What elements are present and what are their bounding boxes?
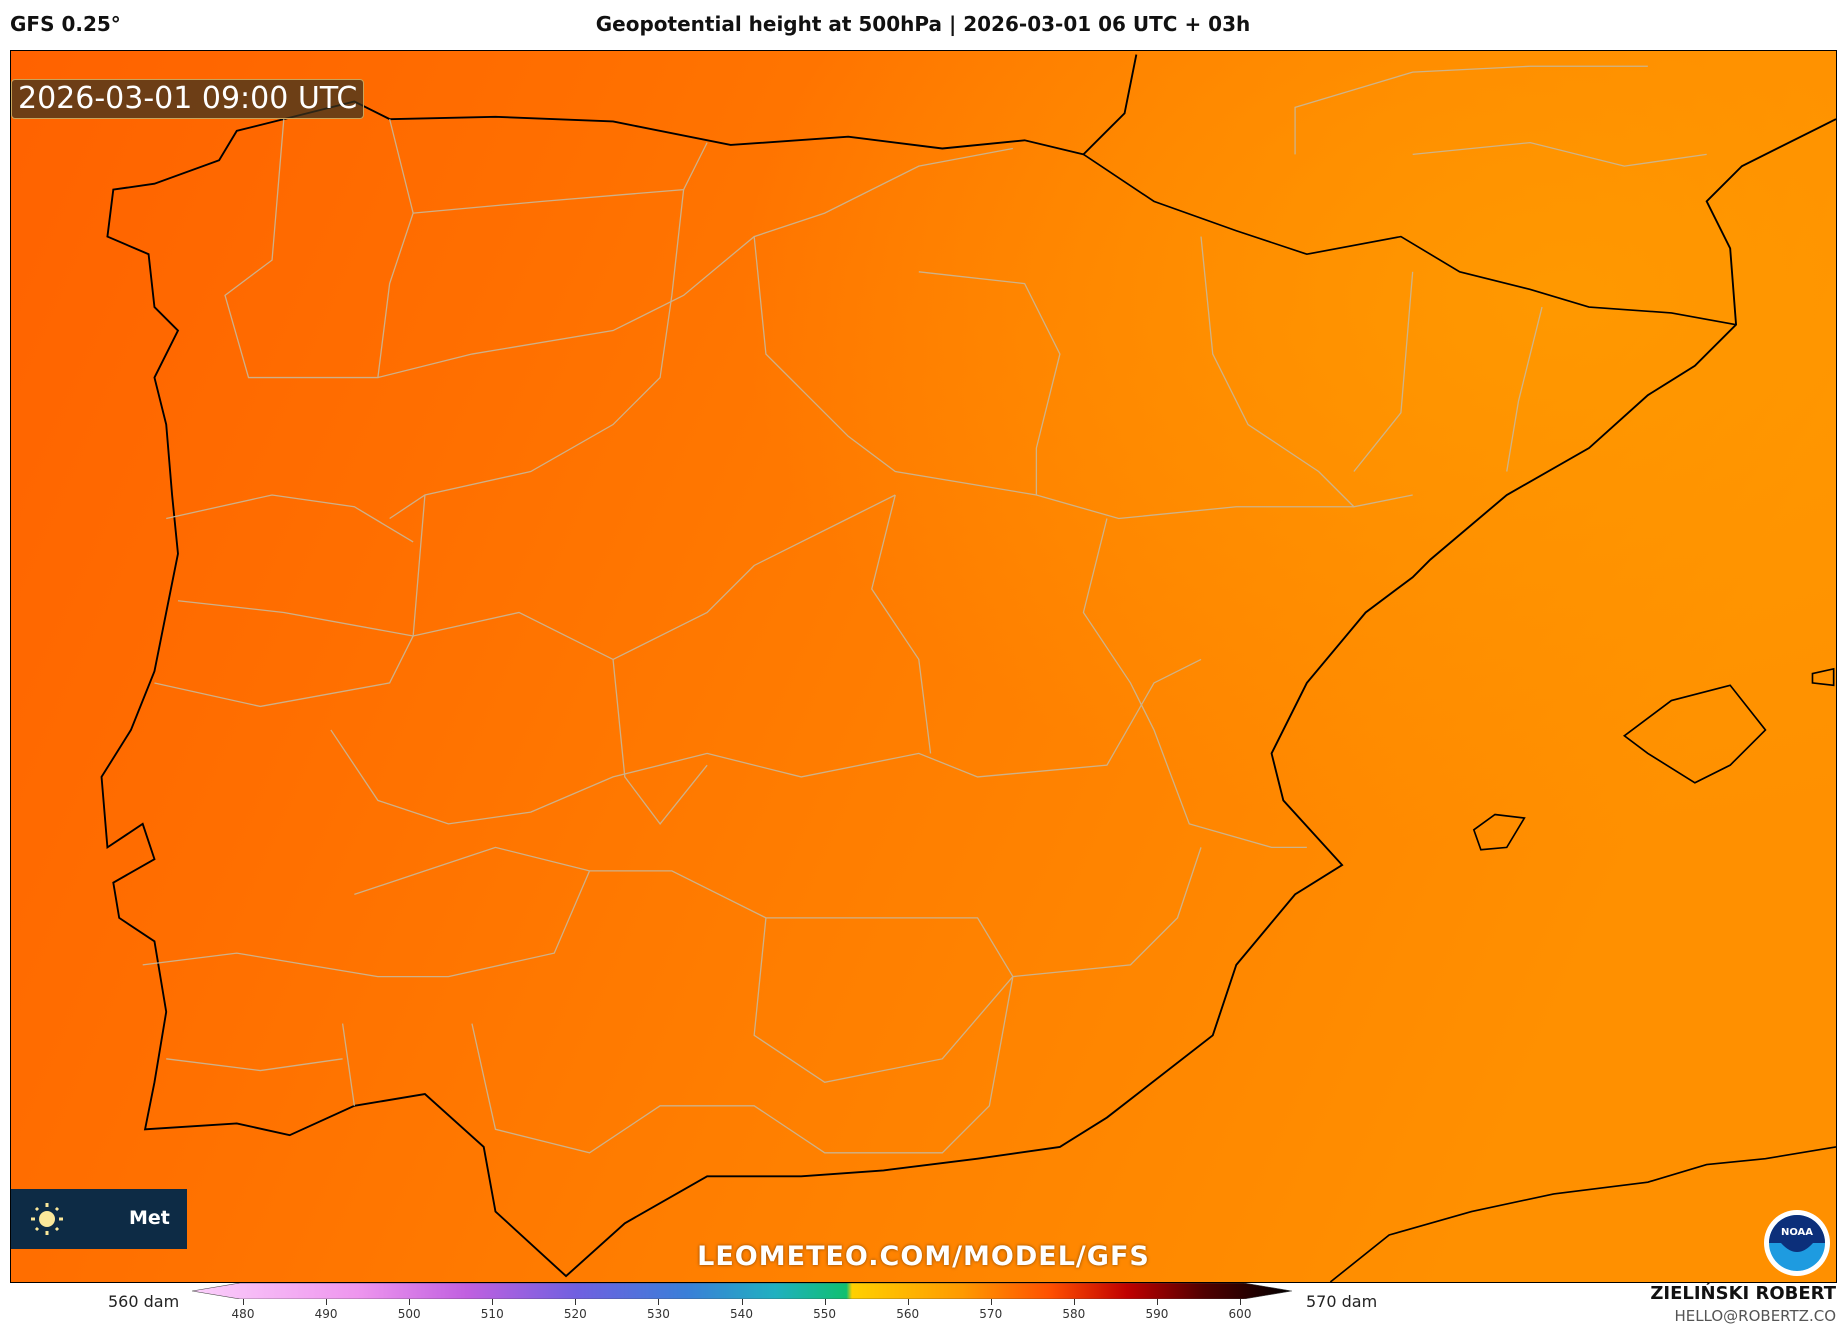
height-field-high xyxy=(11,51,1836,1282)
colorbar-tick xyxy=(824,1299,826,1305)
header: GFS 0.25° Geopotential height at 500hPa … xyxy=(0,0,1846,50)
menorca xyxy=(1811,667,1835,687)
colorbar xyxy=(192,1283,1292,1299)
province-borders xyxy=(142,65,1707,1154)
africa-coastline xyxy=(1329,1146,1836,1282)
colorbar-tick xyxy=(658,1299,660,1305)
colorbar-tick-label: 590 xyxy=(1145,1307,1169,1321)
watermark-url: LEOMETEO.COM/MODEL/GFS xyxy=(697,1241,1150,1272)
map-title: Geopotential height at 500hPa | 2026-03-… xyxy=(595,12,1251,36)
colorbar-tick xyxy=(326,1299,328,1305)
colorbar-tick xyxy=(1156,1299,1158,1305)
brand-badge[interactable]: Met xyxy=(11,1189,187,1249)
colorbar-tick-label: 560 xyxy=(896,1307,920,1321)
sun-icon xyxy=(31,1203,63,1235)
author-email: HELLO@ROBERTZ.CO xyxy=(1674,1307,1836,1325)
colorbar-tick xyxy=(907,1299,909,1305)
colorbar-tick xyxy=(741,1299,743,1305)
author-name: ZIELIŃSKI ROBERT xyxy=(1650,1283,1836,1304)
colorbar-tick-label: 480 xyxy=(231,1307,255,1321)
map-canvas xyxy=(11,51,1836,1282)
brand-text: Met xyxy=(129,1207,170,1229)
colorbar-tick xyxy=(492,1299,494,1305)
colorbar-tick-label: 550 xyxy=(813,1307,837,1321)
colorbar-min-label: 560 dam xyxy=(108,1292,180,1311)
model-label: GFS 0.25° xyxy=(10,12,121,36)
map-panel[interactable]: 2026-03-01 09:00 UTC Met LEOMETEO.COM/MO… xyxy=(10,50,1837,1283)
ibiza xyxy=(1472,813,1526,851)
colorbar-tick xyxy=(243,1299,244,1305)
colorbar-tick-label: 570 xyxy=(979,1307,1003,1321)
mallorca xyxy=(1622,684,1767,784)
colorbar-tick-label: 540 xyxy=(730,1307,753,1321)
footer: 560 dam xyxy=(0,1283,1846,1338)
colorbar-tick-label: 520 xyxy=(563,1307,587,1321)
colorbar-tick xyxy=(1073,1299,1075,1305)
noaa-logo-text: NOAA xyxy=(1781,1227,1813,1238)
valid-time-label: 2026-03-01 09:00 UTC xyxy=(11,79,365,119)
colorbar-tick-label: 600 xyxy=(1228,1307,1252,1321)
colorbar-tick xyxy=(575,1299,577,1305)
noaa-logo: NOAA xyxy=(1764,1210,1830,1276)
colorbar-tick xyxy=(409,1299,411,1305)
colorbar-max-label: 570 dam xyxy=(1306,1292,1378,1311)
colorbar-tick xyxy=(1240,1299,1241,1305)
colorbar-tick xyxy=(990,1299,992,1305)
colorbar-tick-label: 530 xyxy=(646,1307,670,1321)
pyrenees-border xyxy=(1082,153,1737,326)
colorbar-tick-label: 580 xyxy=(1062,1307,1086,1321)
iberia-coastline xyxy=(100,54,1836,1278)
colorbar-tick-label: 500 xyxy=(397,1307,421,1321)
colorbar-tick-label: 490 xyxy=(314,1307,338,1321)
colorbar-tick-label: 510 xyxy=(480,1307,504,1321)
